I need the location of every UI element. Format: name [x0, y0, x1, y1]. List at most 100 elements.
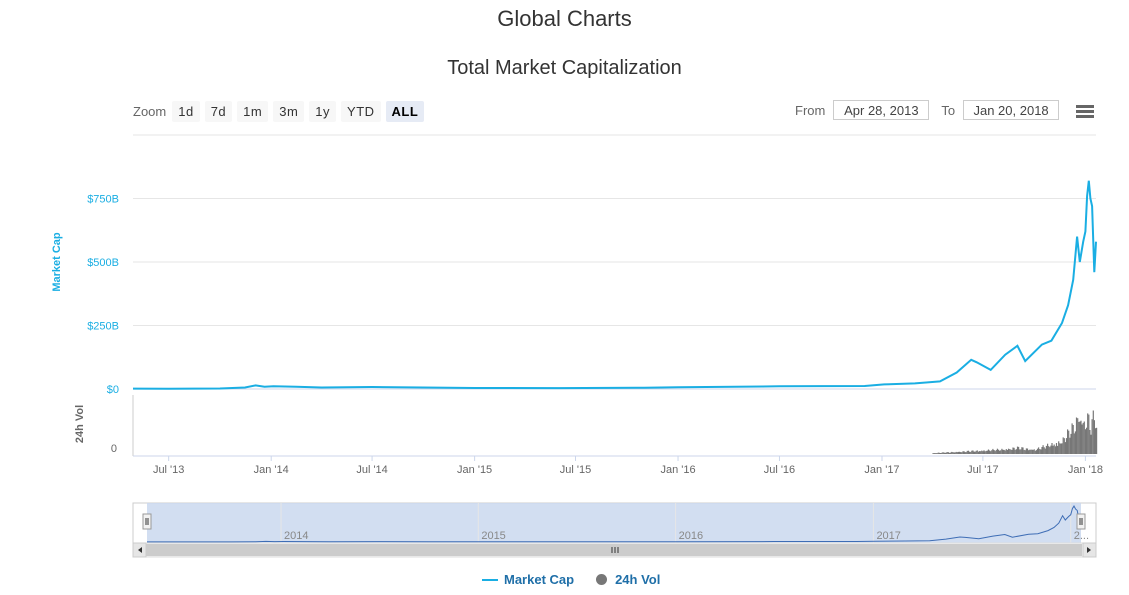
volume-bar — [973, 451, 975, 454]
volume-bar — [953, 452, 955, 454]
zoom-bar: Zoom 1d 7d 1m 3m 1y YTD ALL — [133, 101, 429, 122]
hamburger-menu-icon[interactable] — [1076, 105, 1094, 119]
volume-bar — [935, 453, 937, 454]
navigator-right-handle[interactable] — [1076, 513, 1086, 530]
volume-bar — [997, 449, 1000, 454]
volume-bar — [1043, 447, 1045, 454]
volume-bar — [972, 450, 974, 454]
volume-bar — [958, 451, 961, 454]
volume-bar — [1065, 438, 1068, 454]
to-date-input[interactable] — [963, 100, 1060, 120]
volume-bar — [951, 451, 953, 454]
zoom-ytd-button[interactable]: YTD — [341, 101, 381, 122]
page-title: Global Charts — [497, 6, 632, 31]
zoom-1y-button[interactable]: 1y — [309, 101, 337, 122]
scrollbar-right-arrow-icon[interactable] — [1082, 542, 1097, 558]
y-axis-label-volume: 24h Vol — [74, 405, 86, 443]
chart-title: Total Market Capitalization — [447, 57, 682, 79]
volume-bar — [943, 452, 945, 454]
volume-bar — [1081, 424, 1083, 454]
volume-bar — [1067, 429, 1069, 454]
volume-y-tick-0: 0 — [111, 443, 117, 455]
volume-bar — [1078, 421, 1080, 454]
volume-bar — [983, 450, 985, 454]
volume-bar — [1096, 427, 1098, 454]
y-axis-ticks: $0 $250B $500B $750B — [87, 194, 119, 397]
volume-bar — [1001, 448, 1003, 454]
navigator-ticks: 2014 2015 2016 2017 2... — [280, 503, 1089, 543]
volume-bar — [1088, 414, 1090, 454]
volume-bar — [1006, 450, 1008, 454]
volume-bar — [1059, 443, 1061, 454]
x-axis-ticks: Jul '13 Jan '14 Jul '14 Jan '15 Jul '15 Jan '… — [153, 456, 1103, 476]
volume-bar — [933, 453, 935, 454]
volume-bar — [936, 453, 938, 454]
legend-item-market-cap[interactable]: Market Cap — [482, 572, 574, 587]
volume-bar — [1071, 423, 1073, 454]
volume-bar — [1020, 449, 1022, 454]
volume-bar — [1068, 430, 1070, 454]
x-tick-label: Jan '14 — [254, 464, 289, 476]
volume-bar — [992, 448, 994, 454]
volume-bar — [957, 451, 959, 454]
volume-bar — [1047, 443, 1049, 454]
volume-bar — [960, 452, 962, 454]
volume-bar — [1075, 417, 1078, 454]
volume-bar — [1072, 425, 1074, 454]
volume-bar — [946, 452, 948, 454]
from-date-input[interactable] — [833, 100, 930, 120]
zoom-3m-button[interactable]: 3m — [273, 101, 305, 122]
volume-bar — [999, 450, 1001, 454]
volume-bar — [990, 451, 992, 454]
volume-bar — [944, 452, 946, 454]
scrollbar-left-arrow-icon[interactable] — [132, 542, 147, 558]
x-tick-label: Jul '14 — [356, 464, 387, 476]
volume-bar — [1026, 448, 1029, 454]
volume-bar — [985, 450, 987, 454]
legend-item-volume[interactable]: 24h Vol — [596, 572, 660, 587]
x-tick-label: Jan '17 — [864, 464, 899, 476]
navigator-tick-label: 2015 — [481, 530, 505, 542]
date-range-selector: From To — [795, 100, 1071, 120]
volume-bar — [1073, 433, 1075, 454]
volume-bar — [1063, 438, 1065, 454]
volume-bar — [955, 451, 957, 454]
volume-bar — [964, 452, 966, 454]
to-label: To — [941, 102, 956, 118]
volume-bar — [975, 450, 977, 454]
y-tick-label: $750B — [87, 194, 119, 206]
navigator-scrollbar[interactable] — [132, 542, 1097, 558]
volume-bar — [1039, 449, 1041, 454]
volume-bar — [1074, 431, 1076, 454]
volume-bar — [995, 450, 997, 454]
volume-bar — [1087, 413, 1089, 454]
volume-bar — [1028, 450, 1030, 454]
navigator-left-handle[interactable] — [142, 513, 152, 530]
zoom-7d-button[interactable]: 7d — [204, 101, 233, 122]
volume-bar — [991, 450, 993, 454]
volume-bar — [1010, 449, 1012, 454]
zoom-label: Zoom — [133, 104, 167, 119]
volume-bar — [1083, 421, 1085, 454]
zoom-1m-button[interactable]: 1m — [237, 101, 269, 122]
volume-bar — [956, 452, 958, 454]
legend-dot-icon — [596, 574, 608, 585]
volume-bar — [1092, 410, 1094, 454]
volume-bar — [950, 452, 952, 454]
volume-bar — [994, 451, 996, 454]
volume-bar — [1021, 447, 1023, 454]
navigator-selected-range[interactable] — [147, 503, 1081, 543]
volume-bar — [1070, 433, 1072, 454]
navigator-series-line — [147, 504, 1082, 543]
volume-bar — [1005, 449, 1007, 454]
from-label: From — [795, 102, 826, 118]
y-axis-label-market-cap: Market Cap — [51, 232, 63, 292]
legend-label-market-cap: Market Cap — [504, 572, 575, 587]
volume-bar — [1051, 443, 1053, 454]
volume-bar — [986, 450, 988, 454]
volume-bar — [1058, 441, 1060, 454]
zoom-1d-button[interactable]: 1d — [172, 101, 200, 122]
volume-bar — [1000, 450, 1002, 454]
zoom-all-button[interactable]: ALL — [385, 101, 425, 122]
